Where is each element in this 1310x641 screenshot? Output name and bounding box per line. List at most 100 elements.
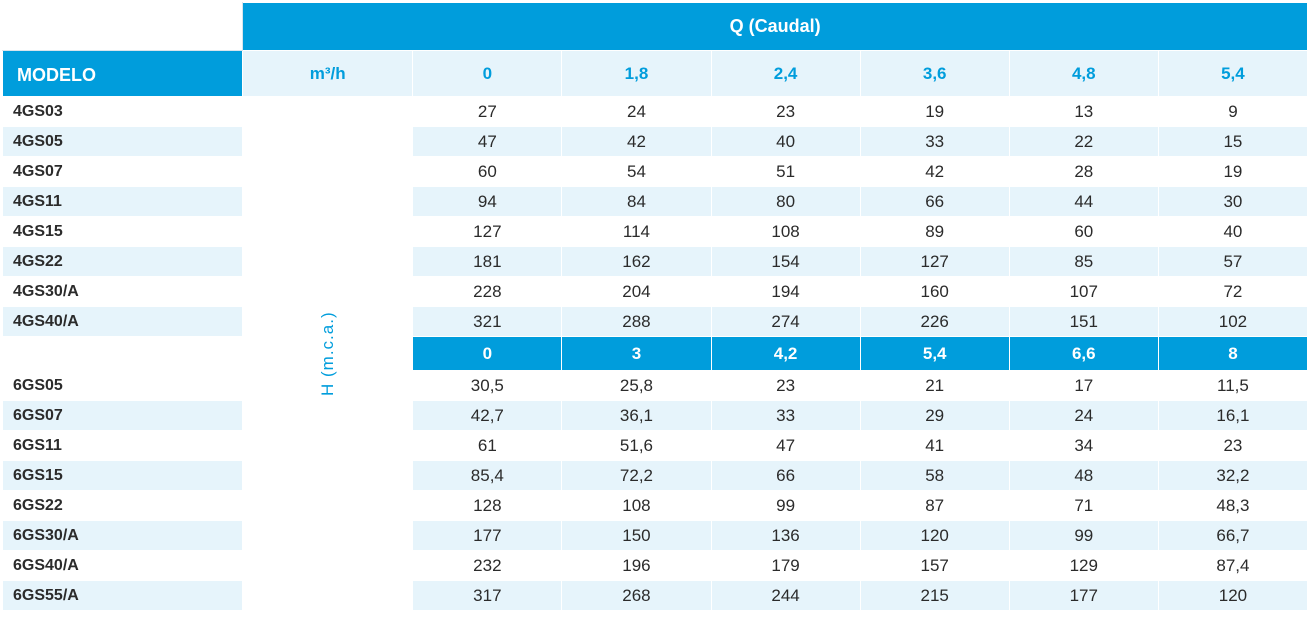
cell-value: 22 — [1009, 127, 1158, 157]
cell-model: 6GS22 — [3, 491, 243, 521]
cell-value: 60 — [413, 157, 562, 187]
cell-value: 87,4 — [1158, 551, 1307, 581]
header-blank-mid — [3, 337, 243, 371]
cell-value: 127 — [413, 217, 562, 247]
cell-value: 150 — [562, 521, 711, 551]
cell-value: 71 — [1009, 491, 1158, 521]
cell-value: 9 — [1158, 97, 1307, 127]
cell-value: 57 — [1158, 247, 1307, 277]
cell-model: 6GS05 — [3, 371, 243, 401]
pump-performance-table: Q (Caudal) MODELO m³/h 0 1,8 2,4 3,6 4,8… — [2, 2, 1308, 611]
header2-flow-4: 6,6 — [1009, 337, 1158, 371]
cell-value: 58 — [860, 461, 1009, 491]
cell-value: 226 — [860, 307, 1009, 337]
table-row: 4GS07 605451422819 — [3, 157, 1308, 187]
cell-value: 85 — [1009, 247, 1158, 277]
cell-value: 61 — [413, 431, 562, 461]
cell-value: 80 — [711, 187, 860, 217]
cell-value: 181 — [413, 247, 562, 277]
header-flow-2: 2,4 — [711, 51, 860, 97]
cell-value: 25,8 — [562, 371, 711, 401]
cell-model: 4GS07 — [3, 157, 243, 187]
cell-value: 107 — [1009, 277, 1158, 307]
cell-model: 4GS40/A — [3, 307, 243, 337]
cell-value: 120 — [860, 521, 1009, 551]
cell-value: 30,5 — [413, 371, 562, 401]
cell-value: 23 — [711, 97, 860, 127]
cell-value: 177 — [413, 521, 562, 551]
table-row: 6GS55/A 317268244215177120 — [3, 581, 1308, 611]
header2-flow-5: 8 — [1158, 337, 1307, 371]
header-flow-5: 5,4 — [1158, 51, 1307, 97]
cell-value: 40 — [1158, 217, 1307, 247]
cell-value: 228 — [413, 277, 562, 307]
cell-value: 30 — [1158, 187, 1307, 217]
table-row: 4GS22 1811621541278557 — [3, 247, 1308, 277]
cell-value: 13 — [1009, 97, 1158, 127]
table-row: 6GS22 12810899877148,3 — [3, 491, 1308, 521]
cell-value: 157 — [860, 551, 1009, 581]
cell-model: 6GS11 — [3, 431, 243, 461]
cell-model: 4GS11 — [3, 187, 243, 217]
table-row: 6GS11 6151,647413423 — [3, 431, 1308, 461]
cell-value: 33 — [860, 127, 1009, 157]
cell-value: 21 — [860, 371, 1009, 401]
header2-flow-1: 3 — [562, 337, 711, 371]
cell-value: 94 — [413, 187, 562, 217]
cell-value: 42,7 — [413, 401, 562, 431]
table-row: 6GS05 30,525,823211711,5 — [3, 371, 1308, 401]
cell-value: 102 — [1158, 307, 1307, 337]
cell-value: 215 — [860, 581, 1009, 611]
cell-value: 129 — [1009, 551, 1158, 581]
cell-value: 72,2 — [562, 461, 711, 491]
cell-model: 6GS30/A — [3, 521, 243, 551]
cell-value: 154 — [711, 247, 860, 277]
table-row: 4GS30/A 22820419416010772 — [3, 277, 1308, 307]
cell-value: 32,2 — [1158, 461, 1307, 491]
header-blank — [3, 3, 243, 51]
table-row: 4GS05 474240332215 — [3, 127, 1308, 157]
cell-value: 51,6 — [562, 431, 711, 461]
cell-value: 29 — [860, 401, 1009, 431]
cell-value: 85,4 — [413, 461, 562, 491]
cell-value: 84 — [562, 187, 711, 217]
header-flow-3: 3,6 — [860, 51, 1009, 97]
cell-model: 6GS40/A — [3, 551, 243, 581]
header2-flow-2: 4,2 — [711, 337, 860, 371]
cell-value: 66 — [860, 187, 1009, 217]
cell-value: 23 — [1158, 431, 1307, 461]
header-flow-1: 1,8 — [562, 51, 711, 97]
cell-model: 4GS03 — [3, 97, 243, 127]
cell-value: 54 — [562, 157, 711, 187]
cell-model: 4GS30/A — [3, 277, 243, 307]
cell-value: 177 — [1009, 581, 1158, 611]
cell-value: 321 — [413, 307, 562, 337]
cell-value: 128 — [413, 491, 562, 521]
cell-value: 47 — [711, 431, 860, 461]
cell-value: 36,1 — [562, 401, 711, 431]
cell-value: 33 — [711, 401, 860, 431]
header-row-sub: MODELO m³/h 0 1,8 2,4 3,6 4,8 5,4 — [3, 51, 1308, 97]
cell-value: 48,3 — [1158, 491, 1307, 521]
cell-value: 66 — [711, 461, 860, 491]
cell-value: 51 — [711, 157, 860, 187]
cell-value: 108 — [562, 491, 711, 521]
cell-value: 24 — [562, 97, 711, 127]
cell-value: 99 — [711, 491, 860, 521]
cell-value: 232 — [413, 551, 562, 581]
header-row-top: Q (Caudal) — [3, 3, 1308, 51]
header-q-caudal: Q (Caudal) — [243, 3, 1308, 51]
cell-value: 194 — [711, 277, 860, 307]
vaxis-label: H (m.c.a.) — [243, 97, 413, 611]
cell-value: 87 — [860, 491, 1009, 521]
cell-value: 42 — [562, 127, 711, 157]
cell-value: 23 — [711, 371, 860, 401]
cell-value: 204 — [562, 277, 711, 307]
cell-value: 268 — [562, 581, 711, 611]
cell-value: 15 — [1158, 127, 1307, 157]
header-row-mid: 0 3 4,2 5,4 6,6 8 — [3, 337, 1308, 371]
cell-model: 6GS55/A — [3, 581, 243, 611]
cell-value: 317 — [413, 581, 562, 611]
table-row: 4GS40/A 321288274226151102 — [3, 307, 1308, 337]
cell-value: 34 — [1009, 431, 1158, 461]
